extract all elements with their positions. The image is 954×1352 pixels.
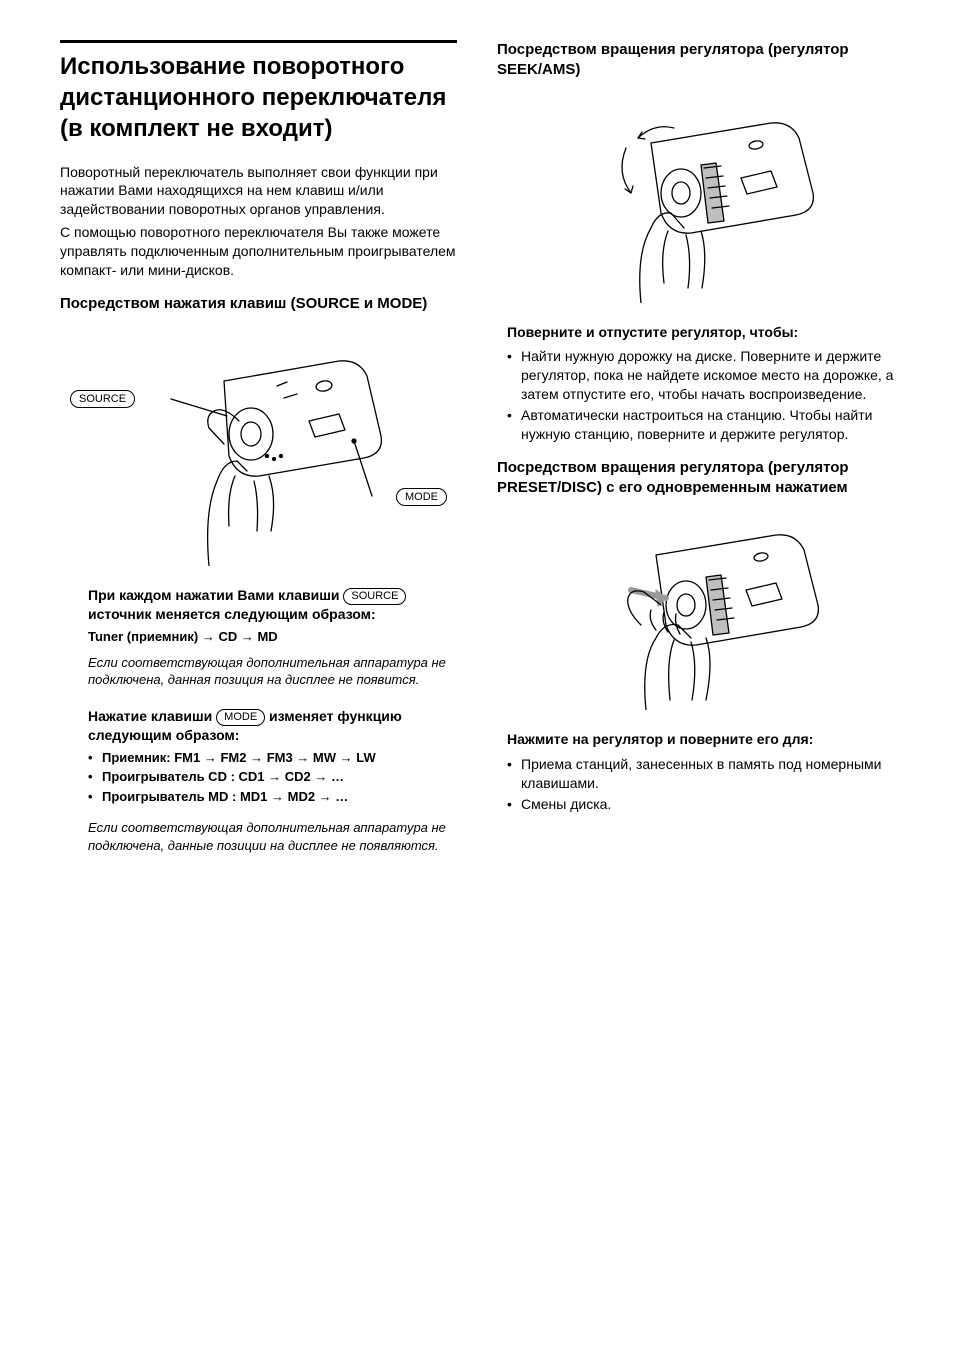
preset-heading: Нажмите на регулятор и поверните его для…	[507, 730, 894, 749]
seek-item: Найти нужную дорожку на диске. Поверните…	[507, 347, 894, 404]
intro-block: Поворотный переключатель выполняет свои …	[60, 163, 457, 280]
mode-item: Проигрыватель MD : MD1 → MD2 → …	[88, 788, 457, 806]
figure-seek	[497, 93, 894, 303]
label-source-pill: SOURCE	[70, 390, 135, 408]
subhead-preset: Посредством вращения регулятора (регулят…	[497, 458, 894, 499]
inline-mode-pill: MODE	[216, 709, 265, 726]
source-sequence: Tuner (приемник) → CD → MD	[88, 628, 457, 646]
note-2: Если соответствующая дополнительная аппа…	[60, 819, 457, 854]
seek-list: Найти нужную дорожку на диске. Поверните…	[507, 347, 894, 443]
preset-item: Смены диска.	[507, 795, 894, 814]
mode-lead: Нажатие клавиши MODE изменяет функцию сл…	[88, 707, 457, 745]
device-illustration-1	[109, 326, 409, 566]
preset-item: Приема станций, занесенных в память под …	[507, 755, 894, 793]
mode-list: Приемник: FM1 → FM2 → FM3 → MW → LW Прои…	[88, 749, 457, 806]
note-1: Если соответствующая дополнительная аппа…	[60, 654, 457, 689]
subhead-seek: Посредством вращения регулятора (регулят…	[497, 40, 894, 81]
mode-item: Приемник: FM1 → FM2 → FM3 → MW → LW	[88, 749, 457, 767]
page-columns: Использование поворотного дистанционного…	[60, 40, 894, 872]
figure-source-mode: SOURCE MODE	[60, 326, 457, 566]
left-column: Использование поворотного дистанционного…	[60, 40, 457, 872]
mode-item: Проигрыватель CD : CD1 → CD2 → …	[88, 768, 457, 786]
title-rule	[60, 40, 457, 43]
seek-item: Автоматически настроиться на станцию. Чт…	[507, 406, 894, 444]
device-illustration-2	[556, 93, 836, 303]
mode-lead-a: Нажатие клавиши	[88, 708, 212, 724]
source-lead-b: источник меняется следующим образом:	[88, 606, 376, 622]
device-illustration-3	[556, 510, 836, 710]
label-mode-pill: MODE	[396, 488, 447, 506]
seek-heading: Поверните и отпустите регулятор, чтобы:	[507, 323, 894, 342]
preset-instruction: Нажмите на регулятор и поверните его для…	[497, 730, 894, 814]
source-lead-a: При каждом нажатии Вами клавиши	[88, 587, 340, 603]
source-lead: При каждом нажатии Вами клавиши SOURCE и…	[88, 586, 457, 624]
figure-preset	[497, 510, 894, 710]
subhead-buttons: Посредством нажатия клавиш (SOURCE и MOD…	[60, 294, 457, 314]
seek-instruction: Поверните и отпустите регулятор, чтобы: …	[497, 323, 894, 444]
page-title: Использование поворотного дистанционного…	[60, 51, 457, 145]
intro-paragraph-2: С помощью поворотного переключателя Вы т…	[60, 223, 457, 280]
preset-list: Приема станций, занесенных в память под …	[507, 755, 894, 814]
inline-source-pill: SOURCE	[343, 588, 406, 605]
right-column: Посредством вращения регулятора (регулят…	[497, 40, 894, 872]
source-instruction: При каждом нажатии Вами клавиши SOURCE и…	[60, 586, 457, 645]
intro-paragraph-1: Поворотный переключатель выполняет свои …	[60, 163, 457, 220]
mode-instruction: Нажатие клавиши MODE изменяет функцию сл…	[60, 707, 457, 806]
